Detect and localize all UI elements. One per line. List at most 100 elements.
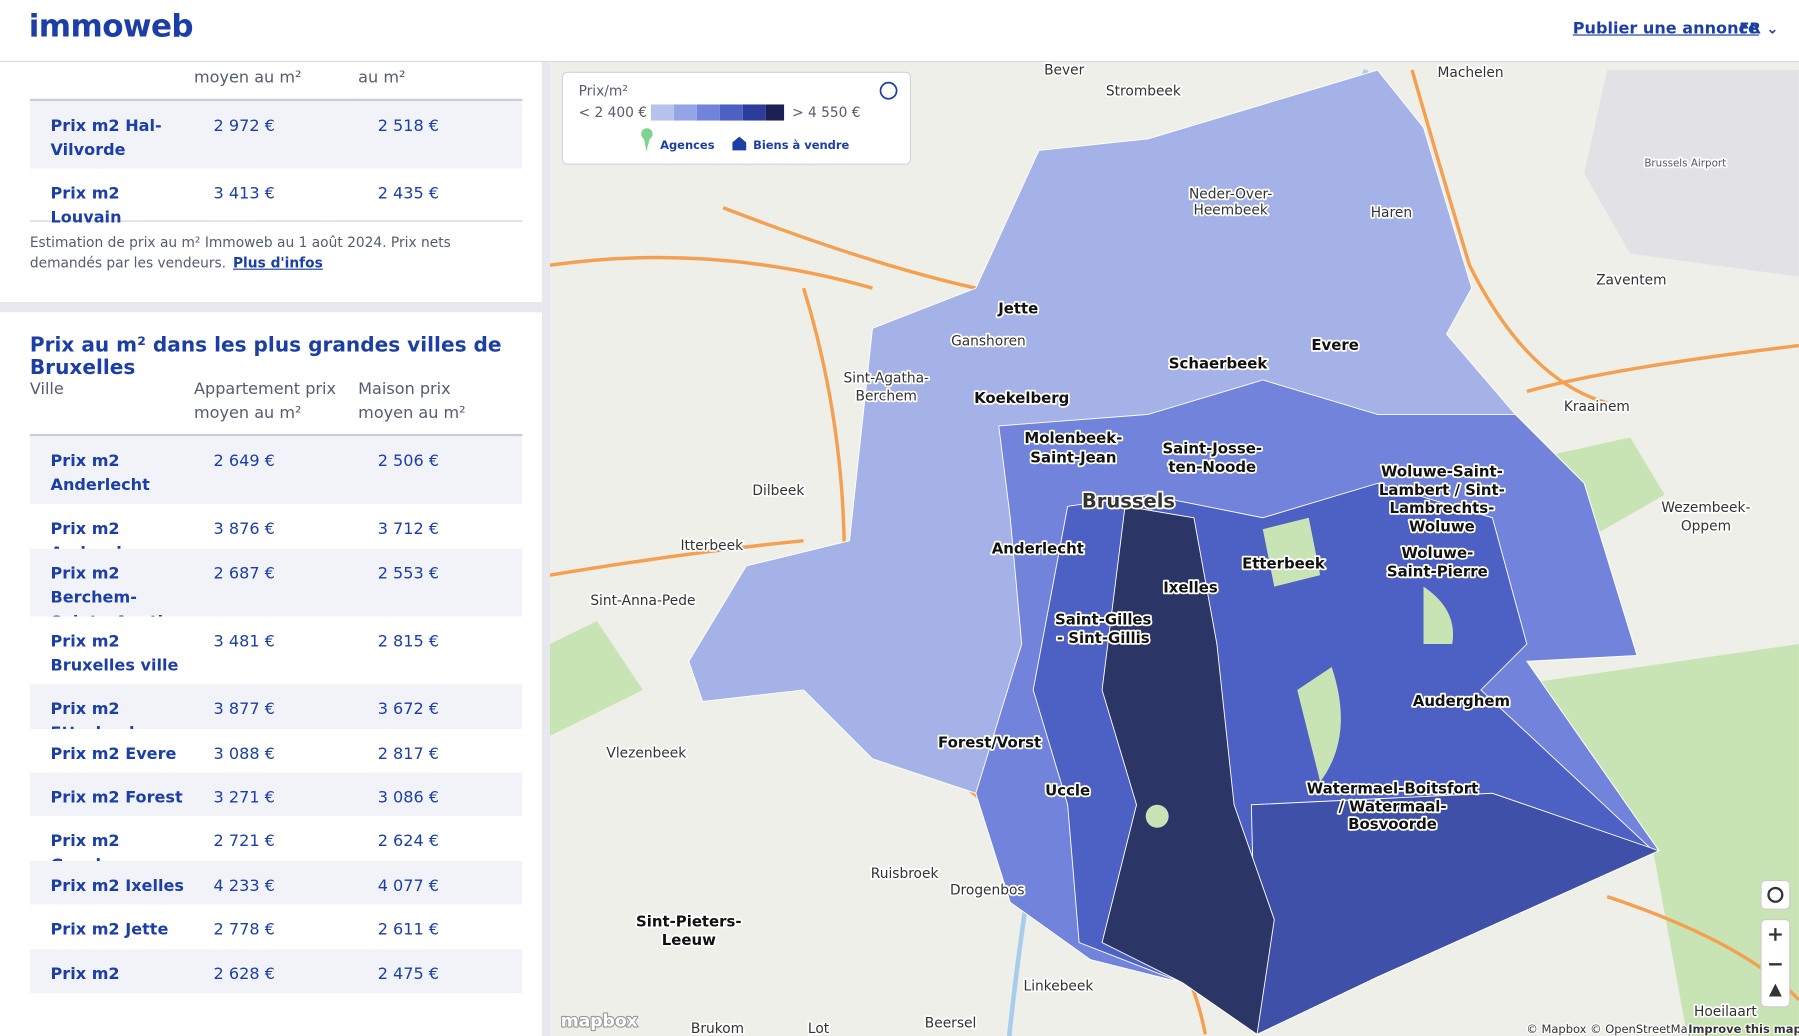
improve-map-link[interactable]: Improve this map [1687,1021,1799,1036]
place-label: Uccle [1045,782,1090,800]
place-label: Brukom [691,1021,744,1036]
column-header: au m² [358,68,406,88]
column-header: Appartement prix moyen au m² [194,379,336,423]
table-row: Prix m2 Hal-Vilvorde 2 972 € 2 518 € [29,101,523,169]
place-label: Kraainem [1564,399,1630,415]
place-label: Linkebeek [1024,979,1094,995]
city-link[interactable]: Prix m2 Forest [50,788,183,808]
place-label: Strombeek [1106,83,1181,99]
apartment-price: 2 721 € [213,832,275,852]
park [549,189,1799,1036]
park [1145,804,1169,828]
place-label: Molenbeek- [1024,429,1122,447]
mapbox-logo[interactable]: mapbox [560,1010,639,1032]
place-label: Beersel [925,1015,977,1031]
place-label: Vlezenbeek [606,746,686,762]
publish-link[interactable]: Publier une annonce [1572,19,1759,38]
place-label: Ruisbroek [871,866,939,882]
city-link[interactable]: Prix m2 Bruxelles ville [50,632,179,676]
gradient [650,104,785,121]
table-row: Prix m2 Ganshoren2 721 €2 624 € [29,816,523,875]
place-label: Itterbeek [680,538,743,554]
city-table: Prix m2 Anderlecht 2 649 € 2 506 € Prix m2 … [29,433,523,994]
locate-icon [1767,886,1784,903]
park [1262,517,1454,782]
note: Estimation de prix au m² Immoweb au 1 ao… [30,232,512,273]
place-label: Ixelles [1163,578,1218,596]
place-label: Oppem [1681,518,1731,534]
apartment-price: 3 876 € [213,520,275,539]
column-header: moyen au m² [194,68,302,88]
place-label: - Sint-Gillis [1057,629,1150,647]
place-label: Brussels [1082,489,1175,512]
airport [1584,70,1799,277]
column-header: Maison prix moyen au m² [358,379,466,423]
house-price: 2 815 € [377,632,440,651]
price-panel: moyen au m² au m² Prix m2 Hal-Vilvorde 2 … [0,61,542,1036]
place-label: Sint-Pieters- [636,912,742,930]
place-label: Saint-Gilles [1055,611,1152,629]
city-link[interactable]: Prix m2 Jette [50,920,169,940]
separator [0,301,542,313]
province-table: Prix m2 Hal-Vilvorde 2 972 €2 518 € Prix m… [29,98,523,227]
table-row: Prix m2 Jette 2 778 € 2 611 € [29,904,523,949]
language[interactable]: FR [1739,20,1761,38]
table-row: Prix m2 Bruxelles ville 3 481 € 2 815 € [29,616,523,685]
place-label: Lot [808,1021,830,1036]
column-header: Ville [29,379,64,399]
city-link[interactable]: Prix m2 Ixelles [50,876,184,896]
agency-icon [641,128,653,152]
map-controls[interactable] [1760,879,1791,1008]
place-label: Watermael-Boitsfort [1307,779,1478,797]
place-label: Jette [997,299,1038,317]
apartment-price: 4 233 € [213,876,275,896]
city-link[interactable]: Prix m2 Evere [50,744,177,764]
apartment-price: 2 649 € [213,452,275,471]
place-label: Evere [1311,336,1358,354]
place-label: Bever [1044,63,1085,79]
house-price: 2 611 € [377,920,440,940]
place-label: Lambrechts- [1389,499,1494,517]
section-title: Prix au m² dans les plus grandes villes … [29,334,502,380]
place-label: Ganshoren [951,334,1026,350]
city-link[interactable]: Prix m2 Anderlecht [50,452,150,495]
language-select[interactable]: FR ⌄ [1739,20,1779,38]
place-label: Sint-Anna-Pede [590,593,695,609]
place-label: Berchem [856,389,917,405]
apartment-price: 3 877 € [213,700,275,719]
place-label: Forest/Vorst [938,733,1041,751]
house-price: 2 475 € [377,965,440,984]
place-label: Machelen [1438,65,1504,81]
attribution[interactable]: © Mapbox © OpenStreetMap [1525,1021,1696,1036]
info-icon[interactable] [879,81,898,100]
house-price: 2 817 € [377,744,440,764]
place-label: Neder-Over- [1189,187,1272,203]
place-label: Woluwe- [1401,544,1473,562]
table-row: Prix m2 Auderghem3 876 €3 712 € [29,504,523,563]
legend-low: < 2 400 € [579,105,647,121]
header: immoweb Publier une annonce FR ⌄ [0,0,1799,62]
place-label: Hoeilaart [1694,1004,1757,1020]
city-link[interactable]: Prix m2 Hal-Vilvorde [50,117,162,160]
apartment-price: 2 778 € [213,920,275,940]
zoom-icons [1768,928,1782,997]
place-label: ten-Noode [1168,458,1256,476]
map[interactable]: Machelen Bever Strombeek Neder-Over-Heembee… [549,61,1799,1036]
house-price: 3 672 € [377,700,440,719]
city-link[interactable]: Prix m2 [50,965,120,984]
locate-button[interactable] [1760,879,1791,910]
place-label: Saint-Pierre [1387,562,1488,580]
house-price: 2 506 € [377,452,440,471]
city-link[interactable]: Prix m2 Louvain [50,184,122,228]
logo[interactable]: immoweb [28,9,194,45]
place-label: / Watermaal- [1338,798,1446,816]
legend-agencies: Agences [660,138,715,152]
table-row: Prix m2 Forest 3 271 € 3 086 € [29,772,523,817]
apartment-price: 2 972 € [213,117,275,136]
house-price: 3 712 € [377,520,440,539]
apartment-price: 2 687 € [213,564,275,583]
legend-listings: Biens à vendre [753,138,849,152]
more-info-link[interactable]: Plus d'infos [232,254,323,271]
